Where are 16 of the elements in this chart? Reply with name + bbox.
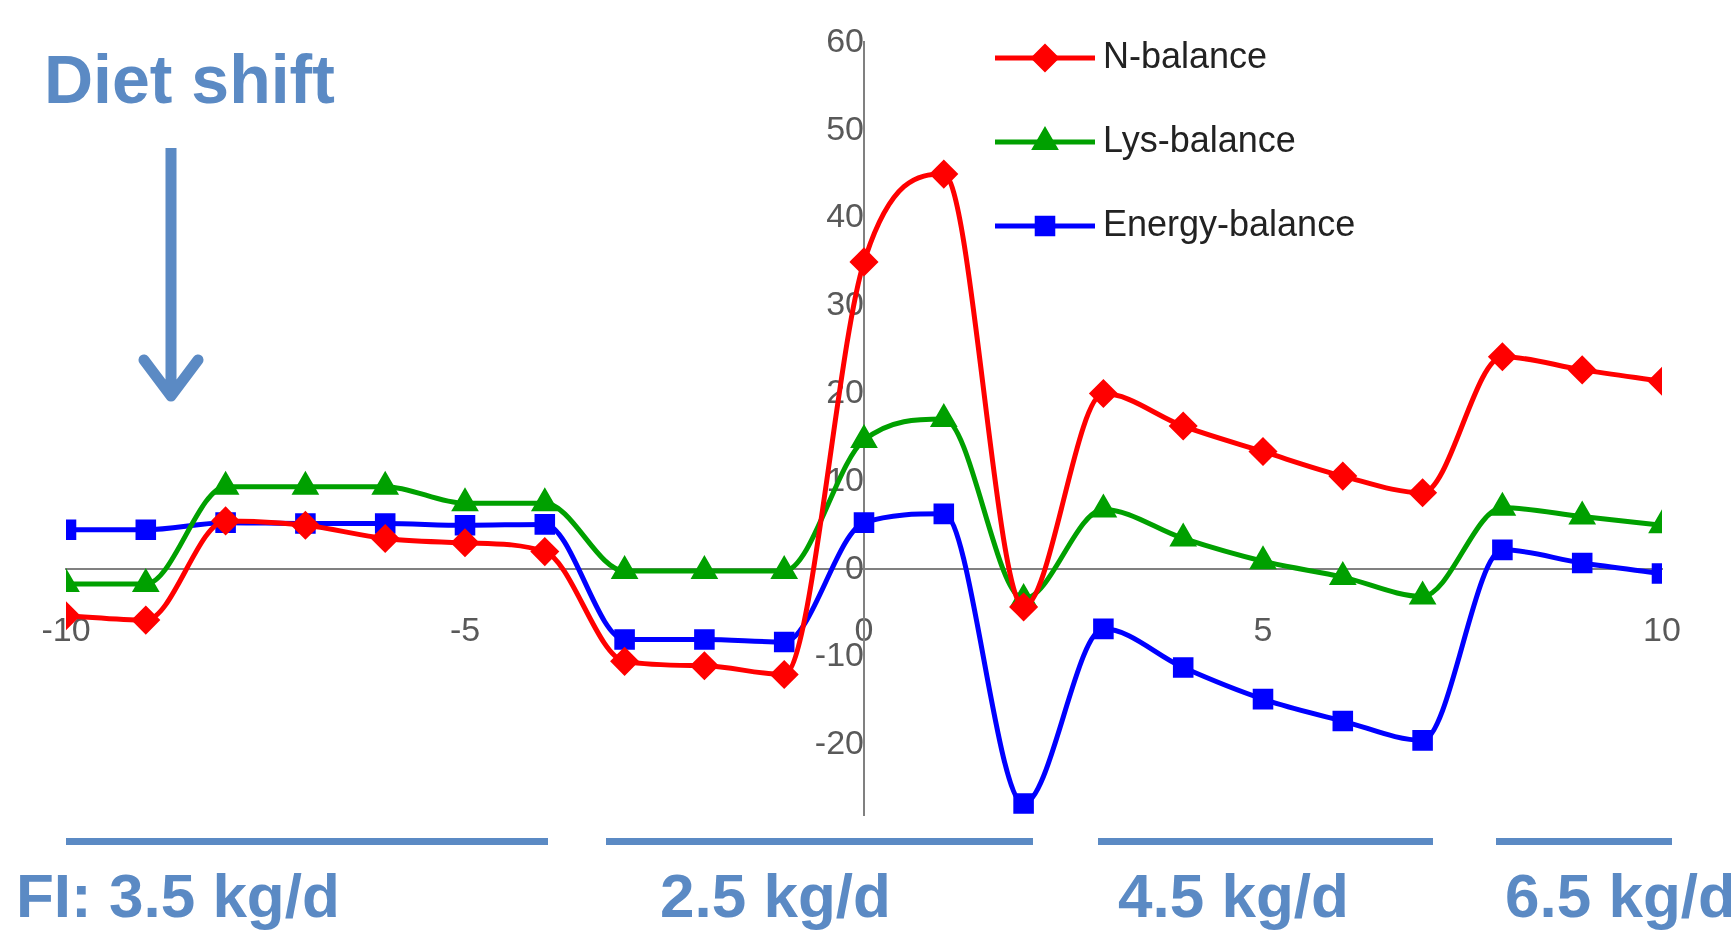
y-tick-label: -20	[814, 723, 864, 762]
annotation: Diet shift	[44, 40, 335, 118]
x-tick-label: -5	[449, 609, 481, 648]
legend-label: Lys-balance	[1103, 118, 1296, 160]
y-tick-label: 60	[826, 20, 864, 59]
legend-label: N-balance	[1103, 34, 1268, 76]
text: 2.5 kg/d	[660, 860, 891, 931]
y-tick-label: 40	[826, 196, 864, 235]
legend-label: Energy-balance	[1103, 202, 1356, 244]
y-tick-label: 50	[826, 108, 864, 147]
text: 4.5 kg/d	[1118, 860, 1349, 931]
text: FI: 3.5 kg/d	[16, 860, 340, 931]
text: 6.5 kg/d	[1505, 860, 1731, 931]
x-tick-label: -10	[41, 609, 91, 648]
x-tick-label: 10	[1643, 609, 1681, 648]
x-tick-label: 5	[1253, 609, 1273, 648]
